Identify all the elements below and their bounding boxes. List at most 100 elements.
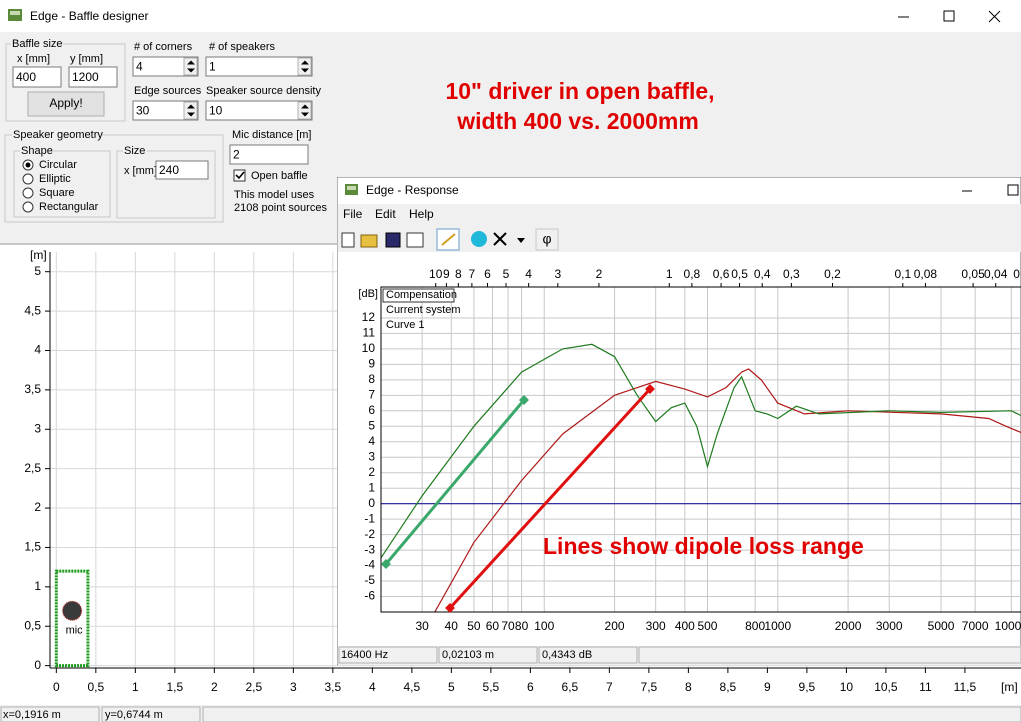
wavelength-label: 0,08 [914,267,938,281]
phase-button[interactable] [535,228,559,251]
legend-entry: Current system [386,304,461,316]
x-tick-label: 300 [646,619,666,633]
radio-button[interactable] [22,187,34,199]
y-tick-label: 3 [368,449,375,463]
y-tick-label: 1 [368,480,375,494]
text-input[interactable] [205,56,313,77]
x-tick-label: 500 [697,619,717,633]
annotation-marker [519,395,529,405]
save-button[interactable] [385,232,401,248]
dropdown-arrow[interactable] [517,238,525,243]
text-input[interactable] [132,56,199,77]
menu-item[interactable]: Help [409,207,434,221]
x-tick-label: 4 [369,680,376,694]
spinner[interactable] [297,101,312,120]
input-value: 1 [209,60,216,74]
annotation: 10" driver in open baffle, [445,78,714,104]
text-input[interactable] [155,160,209,180]
x-tick-label: 9 [764,680,771,694]
maximize-button[interactable] [1007,184,1019,196]
copy-button[interactable] [406,232,424,248]
close-button[interactable] [988,10,1001,23]
spinner[interactable] [183,57,198,76]
apply-button[interactable] [27,91,105,117]
legend-focus [382,288,455,303]
wavelength-label: 1 [666,267,673,281]
y-tick-label: 7 [368,388,375,402]
spin-up [187,104,195,109]
x-tick-label: 4,5 [404,680,421,694]
input-value: 30 [136,104,150,118]
x-tick-label: 100 [534,619,554,633]
text-input[interactable] [229,144,309,165]
radio-dot [25,162,31,168]
status-panel [101,706,201,722]
x-tick-label: 2000 [835,619,862,633]
status-panel [0,706,100,722]
wavelength-label: 0,6 [713,267,730,281]
y-tick-label: 3,5 [24,382,41,396]
status-text: x=0,1916 m [3,709,61,721]
y-tick-label: 0 [368,496,375,510]
axis-unit: [m] [1001,680,1018,694]
y-tick-label: 2 [34,500,41,514]
group-box [4,134,224,223]
text-input[interactable] [132,100,199,121]
input-value: 1200 [72,70,99,84]
spinner[interactable] [183,101,198,120]
input-value: 4 [136,60,143,74]
y-tick-label: -2 [364,527,375,541]
y-tick-label: 6 [368,403,375,417]
x-tick-label: 3 [290,680,297,694]
plot-frame [380,286,1021,613]
menu-item[interactable]: File [343,207,363,221]
menu-item[interactable]: Edit [375,207,396,221]
wavelength-label: 0,04 [984,267,1008,281]
pencil-icon [441,233,456,246]
wavelength-label: 8 [455,267,462,281]
open-button[interactable] [360,234,378,248]
field-label: Edge sources [134,85,202,97]
field-label: # of speakers [209,41,276,53]
field-label: y [mm] [70,53,103,65]
new-button[interactable] [341,232,355,248]
annotation: Lines show dipole loss range [543,533,864,559]
curve [381,343,1021,559]
text-input[interactable] [12,66,62,88]
button-label: Apply! [49,96,82,110]
text-input[interactable] [68,66,118,88]
wavelength-label: 10 [429,267,443,281]
x-tick-label: 200 [605,619,625,633]
mic-label: mic [66,625,84,637]
field-label: x [mm] [124,165,157,177]
y-tick-label: 4 [34,343,41,357]
window-title: Edge - Baffle designer [30,9,149,23]
spin-down [187,68,195,73]
radio-label: Square [39,187,74,199]
checkbox[interactable] [233,169,246,182]
radio-button[interactable] [22,201,34,213]
status-bar [338,646,1021,665]
wavelength-label: 0,5 [731,267,748,281]
input-value: 400 [16,70,36,84]
app-icon [345,184,358,195]
radio-button[interactable] [22,173,34,185]
text-input[interactable] [205,100,313,121]
x-tick-label: 7,5 [641,680,658,694]
group-box [116,150,216,219]
status-text: y=0,6744 m [105,709,163,721]
spinner[interactable] [297,57,312,76]
status-panel [338,646,438,664]
label-bg [12,129,102,141]
curve-button[interactable] [471,231,487,247]
phase-label: φ [542,231,551,247]
delete-button[interactable] [493,232,507,246]
axis-unit: [dB] [358,288,378,300]
label-bg [20,145,53,157]
x-tick-label: 11 [919,680,932,694]
y-tick-label: -6 [364,589,375,603]
y-tick-label: -3 [364,542,375,556]
wavelength-label: 0,3 [783,267,800,281]
maximize-button[interactable] [943,10,955,22]
x-tick-label: 7 [606,680,613,694]
